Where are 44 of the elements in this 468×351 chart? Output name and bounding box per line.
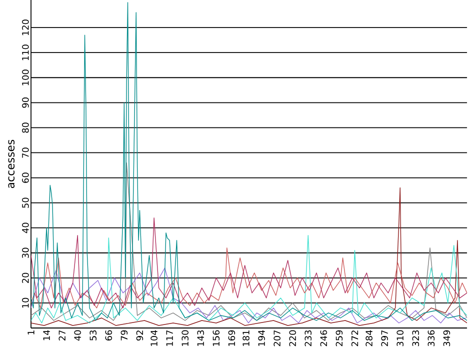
x-tick-label: 284 [366,330,372,346]
y-tick-label: 90 [22,98,29,108]
y-tick-label: 80 [22,122,29,133]
y-tick-label: 120 [22,20,29,36]
x-tick-label: 92 [136,330,144,341]
line-series [31,187,468,326]
x-tick-label: 40 [74,330,81,341]
y-tick-label: 70 [22,148,29,158]
x-tick-label: 169 [228,330,236,346]
x-tick-label: 310 [396,330,404,346]
x-tick-label: 14 [43,330,50,340]
x-tick-label: 53 [90,330,97,340]
y-tick-label: 10 [22,298,29,308]
x-tick-label: 79 [120,330,128,340]
y-tick-label: 30 [22,248,29,258]
x-tick-label: 181 [242,330,250,346]
x-tick-label: 246 [320,330,328,346]
y-tick-label: 40 [22,222,29,234]
x-tick-label: 349 [443,330,450,346]
x-tick-label: 272 [351,330,358,346]
x-tick-label: 156 [212,330,220,346]
x-tick-label: 207 [274,330,280,346]
x-tick-label: 233 [304,330,312,346]
x-tick-label: 1 [28,330,34,334]
x-tick-label: 259 [336,330,343,346]
line-series [31,2,468,321]
y-tick-label: 50 [22,198,29,208]
x-tick-label: 297 [381,330,388,346]
y-tick-label: 100 [22,70,29,86]
x-tick-label: 143 [197,330,204,346]
x-tick-label: 194 [258,330,265,346]
x-tick-label: 27 [58,330,66,340]
y-tick-label: 60 [22,172,29,183]
x-tick-label: 66 [105,330,112,340]
x-tick-label: 220 [289,330,296,346]
y-axis-title: accesses [8,140,15,188]
line-series [31,235,468,324]
x-tick-label: 104 [150,330,158,346]
y-tick-label: 20 [22,272,29,283]
y-tick-label: 110 [22,44,29,60]
x-tick-label: 336 [428,330,435,346]
x-tick-label: 323 [412,330,420,346]
x-tick-label: 117 [166,330,173,346]
x-tick-label: 130 [182,330,188,346]
